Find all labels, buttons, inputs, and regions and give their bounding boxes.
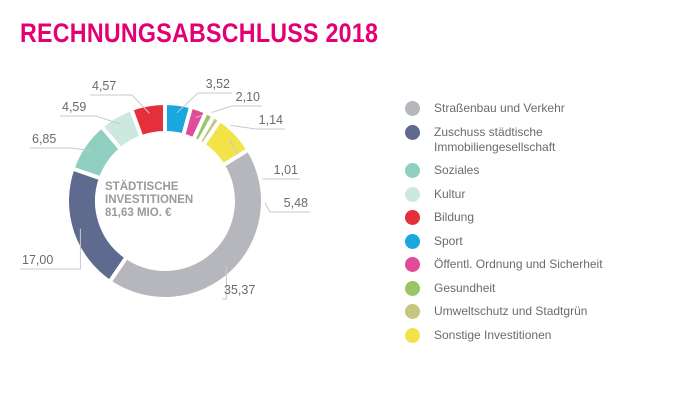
- legend-item: Öffentl. Ordnung und Sicherheit: [405, 257, 603, 272]
- data-label: 1,01: [274, 163, 298, 177]
- legend-label: Zuschuss städtische Immobiliengesellschaf…: [434, 125, 555, 155]
- legend-item: Kultur: [405, 186, 603, 202]
- leader-line: [176, 92, 232, 114]
- legend-label-line: Gesundheit: [434, 280, 496, 295]
- data-label: 4,59: [62, 100, 86, 114]
- data-label: 1,14: [259, 113, 283, 127]
- legend-swatch: [405, 233, 420, 249]
- legend-item: Sport: [405, 233, 603, 249]
- legend-label: Straßenbau und Verkehr: [434, 101, 565, 116]
- legend-label-line: Bildung: [434, 210, 475, 224]
- legend-swatch: [405, 124, 420, 140]
- legend-label: Kultur: [434, 187, 465, 202]
- legend-swatch: [405, 280, 420, 296]
- legend-label-line: Kultur: [434, 186, 466, 201]
- leader-line: [90, 94, 150, 114]
- leader-line: [30, 147, 92, 152]
- legend-label-line: Immobiliengesellschaft: [434, 139, 556, 154]
- center-total: 81,63 MIO. €: [105, 207, 172, 219]
- data-label: 3,52: [206, 77, 230, 91]
- donut-segment: [106, 146, 265, 301]
- legend-label-line: Straßenbau und Verkehr: [434, 101, 565, 115]
- page-title: RECHNUNGSABSCHLUSS 2018: [20, 18, 379, 48]
- legend-item: Gesundheit: [405, 280, 603, 296]
- legend: Straßenbau und Verkehr Zuschuss städtisch…: [405, 101, 603, 351]
- legend-swatch: [405, 304, 420, 319]
- legend-swatch: [405, 101, 420, 116]
- data-label: 17,00: [22, 253, 53, 267]
- legend-swatch: [405, 186, 420, 202]
- legend-item: Umweltschutz und Stadtgrün: [405, 304, 603, 319]
- legend-label-line: Sport: [434, 233, 463, 248]
- legend-label: Bildung: [434, 210, 474, 225]
- legend-item: Zuschuss städtische Immobiliengesellschaf…: [405, 124, 603, 155]
- center-label: STÄDTISCHE INVESTITIONEN 81,63 MIO. €: [105, 181, 193, 220]
- legend-label-line: Zuschuss städtische: [434, 124, 543, 139]
- center-label-line: INVESTITIONEN: [105, 194, 194, 206]
- legend-swatch: [405, 327, 420, 343]
- data-label: 35,37: [224, 283, 255, 297]
- legend-label-line: Soziales: [434, 163, 480, 177]
- legend-swatch: [405, 163, 420, 178]
- legend-swatch: [405, 210, 420, 225]
- data-label: 4,57: [92, 79, 116, 93]
- leader-line: [60, 115, 121, 125]
- legend-label: Umweltschutz und Stadtgrün: [434, 304, 587, 319]
- legend-item: Sonstige Investitionen: [405, 327, 603, 343]
- donut-segment: [128, 100, 167, 140]
- legend-label-line: Sonstige Investitionen: [434, 327, 552, 342]
- leader-line: [222, 265, 227, 300]
- data-label: 6,85: [32, 132, 56, 146]
- legend-label: Sport: [434, 234, 463, 249]
- legend-label: Gesundheit: [434, 281, 495, 296]
- legend-item: Bildung: [405, 210, 603, 225]
- legend-item: Soziales: [405, 163, 603, 178]
- legend-label: Öffentl. Ordnung und Sicherheit: [434, 257, 603, 272]
- center-label-line: STÄDTISCHE: [105, 181, 179, 193]
- legend-label: Soziales: [434, 163, 479, 178]
- legend-label-line: Umweltschutz und Stadtgrün: [434, 304, 588, 318]
- legend-label-line: Öffentl. Ordnung und Sicherheit: [434, 257, 603, 271]
- legend-item: Straßenbau und Verkehr: [405, 101, 603, 116]
- data-label: 5,48: [284, 196, 308, 210]
- legend-swatch: [405, 257, 420, 272]
- legend-label: Sonstige Investitionen: [434, 328, 551, 343]
- data-label: 2,10: [236, 90, 260, 104]
- leader-line: [20, 228, 81, 270]
